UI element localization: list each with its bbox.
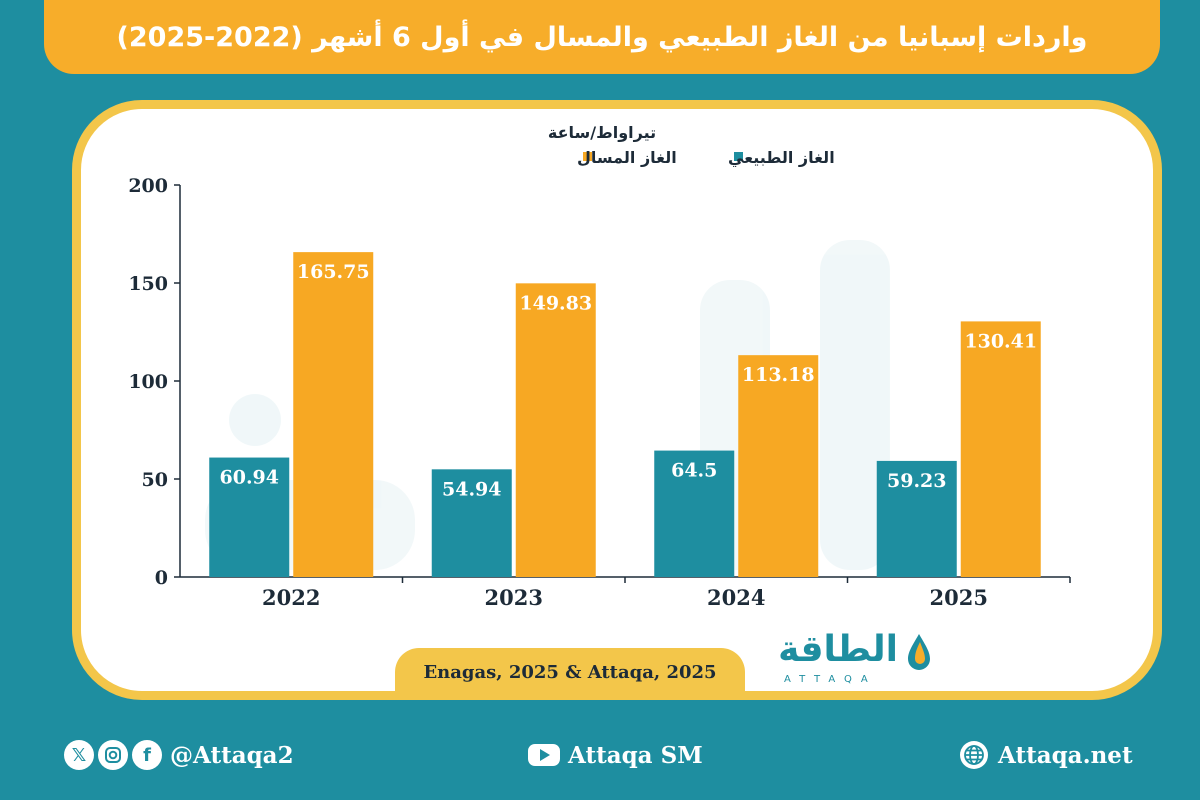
bar-value-label: 64.5 — [671, 460, 717, 482]
x-tick-label: 2022 — [262, 585, 320, 610]
y-axis-labels: 0 50 100 150 200 — [128, 175, 168, 589]
bar-lng-2023 — [515, 283, 596, 577]
bar-value-label: 149.83 — [519, 292, 592, 314]
x-tick-label: 2023 — [485, 585, 543, 610]
bar-value-label: 130.41 — [964, 330, 1037, 352]
legend-swatch-lng — [583, 152, 592, 161]
legend-label-lng: الغاز المسال — [577, 148, 677, 167]
social-handle[interactable]: @Attaqa2 — [170, 741, 294, 769]
youtube-icon — [528, 744, 560, 766]
bar-lng-2024 — [738, 355, 819, 577]
unit-label: تيراواط/ساعة — [548, 123, 656, 142]
social-links: 𝕏 f @Attaqa2 — [64, 735, 294, 775]
bar-natural-gas-2024 — [654, 450, 735, 577]
website-url: Attaqa.net — [998, 741, 1133, 769]
bar-lng-2025 — [960, 321, 1041, 577]
y-tick-label: 200 — [128, 175, 168, 197]
bar-labels: 60.94 165.75 54.94 149.83 64.5 113.18 59.23 130… — [220, 261, 1038, 500]
source-pill: Enagas, 2025 & Attaqa, 2025 — [395, 648, 745, 696]
youtube-link[interactable]: Attaqa SM — [528, 735, 703, 775]
bar-natural-gas-2022 — [209, 457, 290, 577]
source-text: Enagas, 2025 & Attaqa, 2025 — [423, 661, 717, 683]
bar-natural-gas-2023 — [431, 469, 512, 577]
legend-label-natural-gas: الغاز الطبيعي — [728, 148, 835, 168]
chart-title: واردات إسبانيا من الغاز الطبيعي والمسال … — [116, 21, 1088, 53]
instagram-icon[interactable] — [98, 740, 128, 770]
bar-natural-gas-2025 — [876, 460, 957, 577]
y-tick-label: 100 — [128, 371, 168, 393]
flame-drop-icon — [908, 634, 930, 670]
y-tick-label: 150 — [128, 273, 168, 295]
facebook-icon[interactable]: f — [132, 740, 162, 770]
x-tick-label: 2024 — [707, 585, 765, 610]
bar-lng-2022 — [293, 252, 374, 577]
title-banner: واردات إسبانيا من الغاز الطبيعي والمسال … — [44, 0, 1160, 74]
brand-logo: الطاقة ATTAQA — [778, 628, 938, 690]
bar-value-label: 165.75 — [297, 261, 370, 283]
website-link[interactable]: Attaqa.net — [958, 735, 1133, 775]
bar-value-label: 60.94 — [220, 467, 280, 489]
bar-value-label: 113.18 — [742, 364, 815, 386]
y-tick-label: 50 — [142, 469, 168, 491]
x-tick-label: 2025 — [930, 585, 988, 610]
y-tick-label: 0 — [155, 567, 168, 589]
bar-value-label: 54.94 — [442, 478, 502, 500]
brand-latin: ATTAQA — [784, 674, 877, 685]
globe-icon — [960, 741, 988, 769]
legend-swatch-natural-gas — [734, 152, 743, 161]
brand-arabic: الطاقة — [778, 629, 898, 670]
bar-value-label: 59.23 — [887, 470, 947, 492]
x-axis-labels: 2022 2023 2024 2025 — [262, 585, 988, 610]
legend: الغاز الطبيعي الغاز المسال — [577, 148, 835, 168]
x-twitter-icon[interactable]: 𝕏 — [64, 740, 94, 770]
bars — [209, 252, 1041, 577]
youtube-channel: Attaqa SM — [568, 741, 703, 769]
